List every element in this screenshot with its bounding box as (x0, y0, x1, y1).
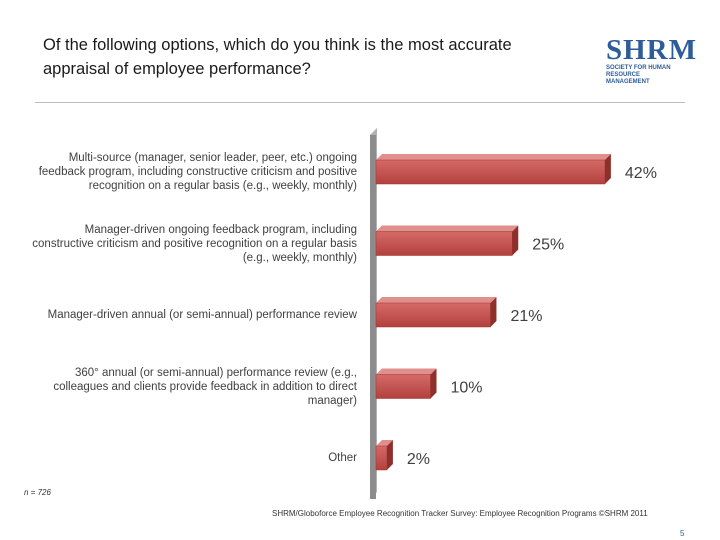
category-label: Multi-source (manager, senior leader, pe… (38, 152, 357, 192)
value-label: 42% (625, 165, 657, 182)
bar (375, 159, 606, 185)
logo: SHRM SOCIETY FOR HUMAN RESOURCE MANAGEME… (606, 34, 697, 85)
logo-subtitle: SOCIETY FOR HUMAN RESOURCE MANAGEMENT (606, 65, 671, 85)
category-label: Other (328, 452, 357, 464)
bar (375, 231, 513, 256)
bar-side (490, 297, 497, 327)
logo-name: SHRM (606, 34, 697, 66)
bar-side (386, 440, 393, 470)
category-label: Manager-driven ongoing feedback program,… (32, 223, 357, 264)
value-label: 10% (451, 380, 483, 397)
value-label: 21% (510, 308, 542, 325)
category-label: 360° annual (or semi-annual) performance… (53, 366, 357, 407)
value-label: 25% (532, 237, 564, 254)
divider (35, 102, 685, 103)
bar-side (430, 368, 437, 399)
bar-top (376, 225, 519, 232)
category-label: Manager-driven annual (or semi-annual) p… (47, 309, 357, 321)
page-number: 5 (680, 529, 685, 538)
bar (375, 374, 431, 399)
bar (375, 445, 388, 471)
bar-side (604, 154, 611, 184)
value-label: 2% (407, 451, 430, 468)
bar-side (512, 225, 519, 256)
bar-top (376, 368, 437, 375)
bar-top (376, 154, 611, 160)
axis-wall-front (370, 135, 376, 499)
note: n = 726 (24, 488, 51, 497)
source: SHRM/Globoforce Employee Recognition Tra… (272, 509, 648, 518)
bar-top (376, 297, 497, 303)
slide-title: Of the following options, which do you t… (43, 36, 512, 78)
bar (375, 302, 491, 328)
bar-top (376, 440, 393, 446)
